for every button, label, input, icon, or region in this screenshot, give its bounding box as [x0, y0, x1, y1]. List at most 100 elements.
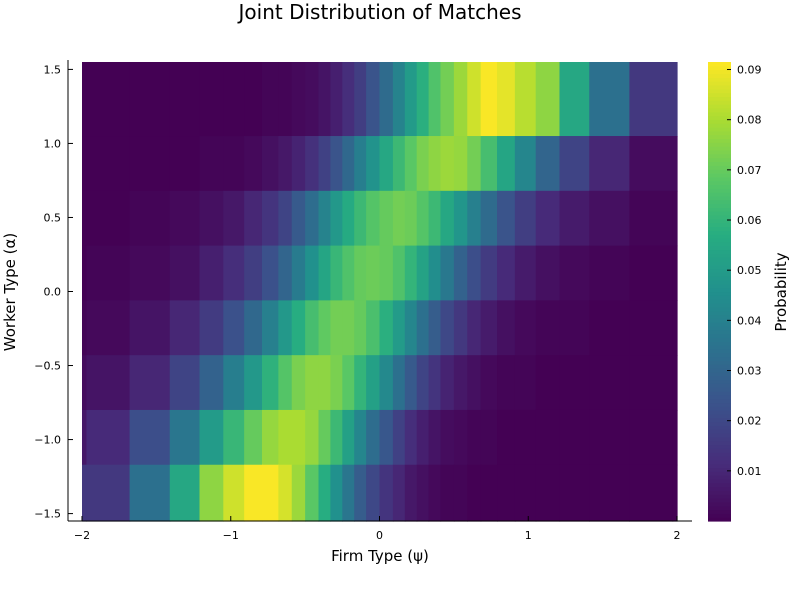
colorbar-segment [708, 257, 731, 262]
heatmap-cell [672, 62, 678, 137]
colorbar-segment [708, 371, 731, 377]
heatmap-cell [305, 409, 320, 466]
heatmap-cell [589, 245, 630, 301]
colorbar-segment [708, 494, 731, 499]
heatmap-cell [629, 464, 674, 522]
heatmap-cell [428, 245, 442, 301]
colorbar-segment [708, 142, 731, 147]
heatmap-cell [330, 409, 343, 466]
colorbar-segment [708, 100, 731, 105]
heatmap-cell [169, 245, 201, 301]
heatmap-cell [199, 355, 224, 411]
heatmap-cell [514, 190, 537, 247]
heatmap-cell [559, 464, 590, 522]
heatmap-cell [330, 136, 343, 192]
colorbar-segment [708, 203, 731, 208]
colorbar-segment [708, 245, 731, 251]
heatmap-cell [672, 300, 678, 356]
heatmap-cell [82, 409, 88, 466]
colorbar-tick-label: 0.02 [737, 415, 762, 428]
colorbar-tick-label: 0.05 [737, 264, 762, 277]
heatmap-cell [129, 409, 171, 466]
heatmap-cell [672, 190, 678, 247]
heatmap-cell [129, 300, 171, 356]
colorbar-segment [708, 498, 731, 503]
colorbar-segment [708, 505, 731, 511]
heatmap-cell [86, 355, 131, 411]
colorbar-segment [708, 104, 731, 109]
heatmap-cell [223, 355, 245, 411]
heatmap-cell [261, 62, 279, 137]
heatmap-cell [379, 136, 394, 192]
heatmap-cell [223, 190, 245, 247]
colorbar-segment [708, 295, 731, 300]
heatmap-cell [440, 136, 455, 192]
heatmap-cell [629, 245, 674, 301]
heatmap-cell [244, 190, 263, 247]
heatmap-cell [416, 355, 430, 411]
heatmap-cell [467, 355, 482, 411]
colorbar-segment [708, 517, 731, 522]
heatmap-cell [366, 464, 381, 522]
colorbar-segment [708, 390, 731, 396]
colorbar-tick-label: 0.06 [737, 214, 762, 227]
colorbar-segment [708, 459, 731, 465]
heatmap-cell [467, 245, 482, 301]
heatmap-cell [480, 355, 498, 411]
x-tick-label: 0 [376, 529, 383, 542]
heatmap-cells [82, 62, 678, 522]
colorbar-segment [708, 260, 731, 266]
heatmap-cell [342, 190, 355, 247]
colorbar-segment [708, 199, 731, 205]
colorbar-segment [708, 291, 731, 296]
y-axis-label: Worker Type (α) [1, 233, 19, 351]
colorbar-tick-label: 0.04 [737, 314, 762, 327]
heatmap-cell [453, 190, 468, 247]
colorbar-segment [708, 467, 731, 472]
heatmap-cell [467, 464, 482, 522]
colorbar-segment [708, 161, 731, 166]
heatmap-cell [261, 136, 279, 192]
colorbar-segment [708, 123, 731, 128]
y-tick-label: 0.0 [44, 286, 62, 299]
heatmap-cell [453, 300, 468, 356]
heatmap-cell [559, 355, 590, 411]
heatmap-cell [480, 136, 498, 192]
colorbar-segment [708, 501, 731, 507]
heatmap-cell [404, 190, 418, 247]
heatmap-cell [244, 62, 263, 137]
heatmap-cell [244, 245, 263, 301]
heatmap-cell [589, 464, 630, 522]
colorbar-segment [708, 84, 731, 90]
colorbar-segment [708, 69, 731, 75]
colorbar-segment [708, 398, 731, 404]
colorbar-segment [708, 364, 731, 369]
heatmap-cell [129, 245, 171, 301]
colorbar-segment [708, 440, 731, 446]
colorbar-segment [708, 417, 731, 423]
x-tick-label: −2 [74, 529, 90, 542]
colorbar-segment [708, 62, 731, 67]
heatmap-cell [497, 136, 516, 192]
colorbar-segment [708, 127, 731, 132]
heatmap-cell [278, 355, 293, 411]
heatmap-cell [480, 300, 498, 356]
heatmap-cell [354, 190, 367, 247]
heatmap-cell [497, 300, 516, 356]
colorbar-segment [708, 368, 731, 373]
colorbar-segment [708, 153, 731, 159]
heatmap-cell [379, 355, 394, 411]
heatmap-cell [453, 409, 468, 466]
colorbar-segment [708, 249, 731, 254]
heatmap-cell [366, 300, 381, 356]
heatmap-cell [305, 245, 320, 301]
heatmap-cell [589, 355, 630, 411]
colorbar-segment [708, 509, 731, 514]
colorbar-segment [708, 306, 731, 312]
colorbar-segment [708, 337, 731, 342]
colorbar-segment [708, 92, 731, 98]
heatmap-cell [291, 62, 306, 137]
heatmap-cell [223, 409, 245, 466]
heatmap-cell [199, 464, 224, 522]
colorbar-segment [708, 287, 731, 293]
